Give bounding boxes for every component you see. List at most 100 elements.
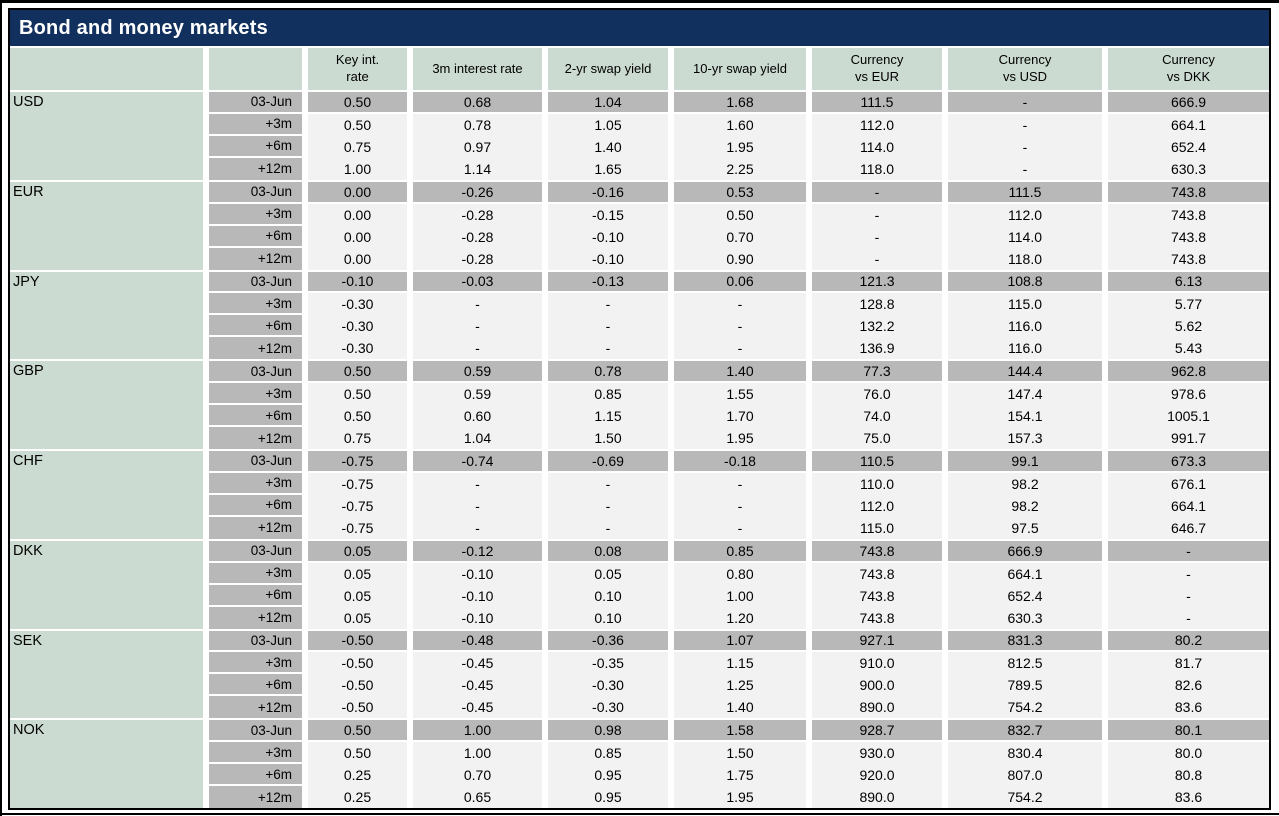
value-cell: 1.50 [674,742,806,765]
value-cell: 812.5 [948,652,1102,675]
forecast-horizon-label: 03-Jun [209,540,302,563]
value-cell: 0.85 [674,540,806,563]
value-cell: - [413,315,542,338]
column-header: Currency vs DKK [1108,48,1269,90]
value-cell: 110.0 [812,472,942,495]
value-cell: - [413,472,542,495]
currency-label: JPY [10,271,203,360]
value-cell: - [413,293,542,316]
value-cell: 116.0 [948,315,1102,338]
value-cell: 930.0 [812,742,942,765]
value-cell: -0.45 [413,674,542,697]
value-cell: - [674,293,806,316]
value-cell: 111.5 [948,181,1102,204]
value-cell: - [413,337,542,360]
value-cell: -0.50 [308,630,407,653]
value-cell: 76.0 [812,383,942,406]
forecast-horizon-label: +12m [209,516,302,539]
value-cell: 5.43 [1108,337,1269,360]
value-cell: 0.10 [548,606,668,629]
value-cell: 80.0 [1108,742,1269,765]
value-cell: 83.6 [1108,786,1269,808]
value-cell: 112.0 [812,113,942,136]
value-cell: 154.1 [948,405,1102,428]
value-cell: 890.0 [812,696,942,719]
value-cell: -0.75 [308,516,407,539]
value-cell: 831.3 [948,630,1102,653]
value-cell: - [948,113,1102,136]
value-cell: -0.10 [413,584,542,607]
forecast-horizon-label: 03-Jun [209,630,302,653]
value-cell: 0.98 [548,720,668,743]
value-cell: -0.75 [308,494,407,517]
value-cell: 0.50 [308,113,407,136]
value-cell: - [548,494,668,517]
value-cell: -0.50 [308,674,407,697]
value-cell: - [1108,606,1269,629]
value-cell: 0.05 [308,584,407,607]
value-cell: 128.8 [812,293,942,316]
value-cell: 0.65 [413,786,542,808]
value-cell: - [413,494,542,517]
value-cell: 754.2 [948,696,1102,719]
value-cell: -0.74 [413,451,542,473]
forecast-horizon-label: +12m [209,157,302,180]
forecast-horizon-label: +3m [209,383,302,406]
value-cell: 0.70 [674,225,806,248]
forecast-horizon-label: +3m [209,472,302,495]
value-cell: - [674,337,806,360]
forecast-horizon-label: +6m [209,674,302,697]
value-cell: - [548,293,668,316]
value-cell: 927.1 [812,630,942,653]
value-cell: 754.2 [948,786,1102,808]
value-cell: 0.95 [548,764,668,787]
value-cell: 630.3 [948,606,1102,629]
value-cell: 1.15 [548,405,668,428]
value-cell: 0.08 [548,540,668,563]
table-header-row: Key int. rate 3m interest rate 2-yr swap y… [10,48,1269,90]
value-cell: 6.13 [1108,271,1269,294]
value-cell: - [548,315,668,338]
value-cell: 80.8 [1108,764,1269,787]
column-header: Currency vs USD [948,48,1102,90]
value-cell: - [1108,540,1269,563]
value-cell: - [948,135,1102,158]
value-cell: 673.3 [1108,451,1269,473]
value-cell: 2.25 [674,157,806,180]
value-cell: -0.18 [674,451,806,473]
value-cell: 1.58 [674,720,806,743]
value-cell: 0.05 [308,562,407,585]
value-cell: -0.13 [548,271,668,294]
value-cell: 1.07 [674,630,806,653]
forecast-horizon-label: +6m [209,135,302,158]
value-cell: - [948,92,1102,114]
value-cell: 0.50 [308,720,407,743]
currency-section: GBP 03-Jun 0.50 0.59 0.78 1.40 77.3 144.4 962.8 +… [10,361,1269,449]
bond-money-markets-table: Bond and money markets Key int. rate 3m i… [8,8,1271,810]
value-cell: 144.4 [948,361,1102,384]
value-cell: 1.95 [674,786,806,808]
value-cell: 5.62 [1108,315,1269,338]
value-cell: 1.95 [674,427,806,449]
value-cell: 1.05 [548,113,668,136]
value-cell: 743.8 [812,540,942,563]
value-cell: 743.8 [1108,181,1269,204]
value-cell: 157.3 [948,427,1102,449]
value-cell: - [674,315,806,338]
value-cell: 1.00 [413,720,542,743]
value-cell: 1.95 [674,135,806,158]
forecast-horizon-label: 03-Jun [209,92,302,114]
value-cell: - [812,203,942,226]
value-cell: 0.68 [413,92,542,114]
forecast-horizon-label: 03-Jun [209,271,302,294]
value-cell: 991.7 [1108,427,1269,449]
forecast-horizon-label: +6m [209,225,302,248]
value-cell: -0.30 [308,337,407,360]
forecast-horizon-label: +12m [209,337,302,360]
value-cell: 1.00 [308,157,407,180]
forecast-horizon-label: +6m [209,405,302,428]
value-cell: 0.59 [413,361,542,384]
table-body: USD 03-Jun 0.50 0.68 1.04 1.68 111.5-666.9 +3m 0… [10,92,1269,808]
value-cell: 0.50 [674,203,806,226]
value-cell: 132.2 [812,315,942,338]
